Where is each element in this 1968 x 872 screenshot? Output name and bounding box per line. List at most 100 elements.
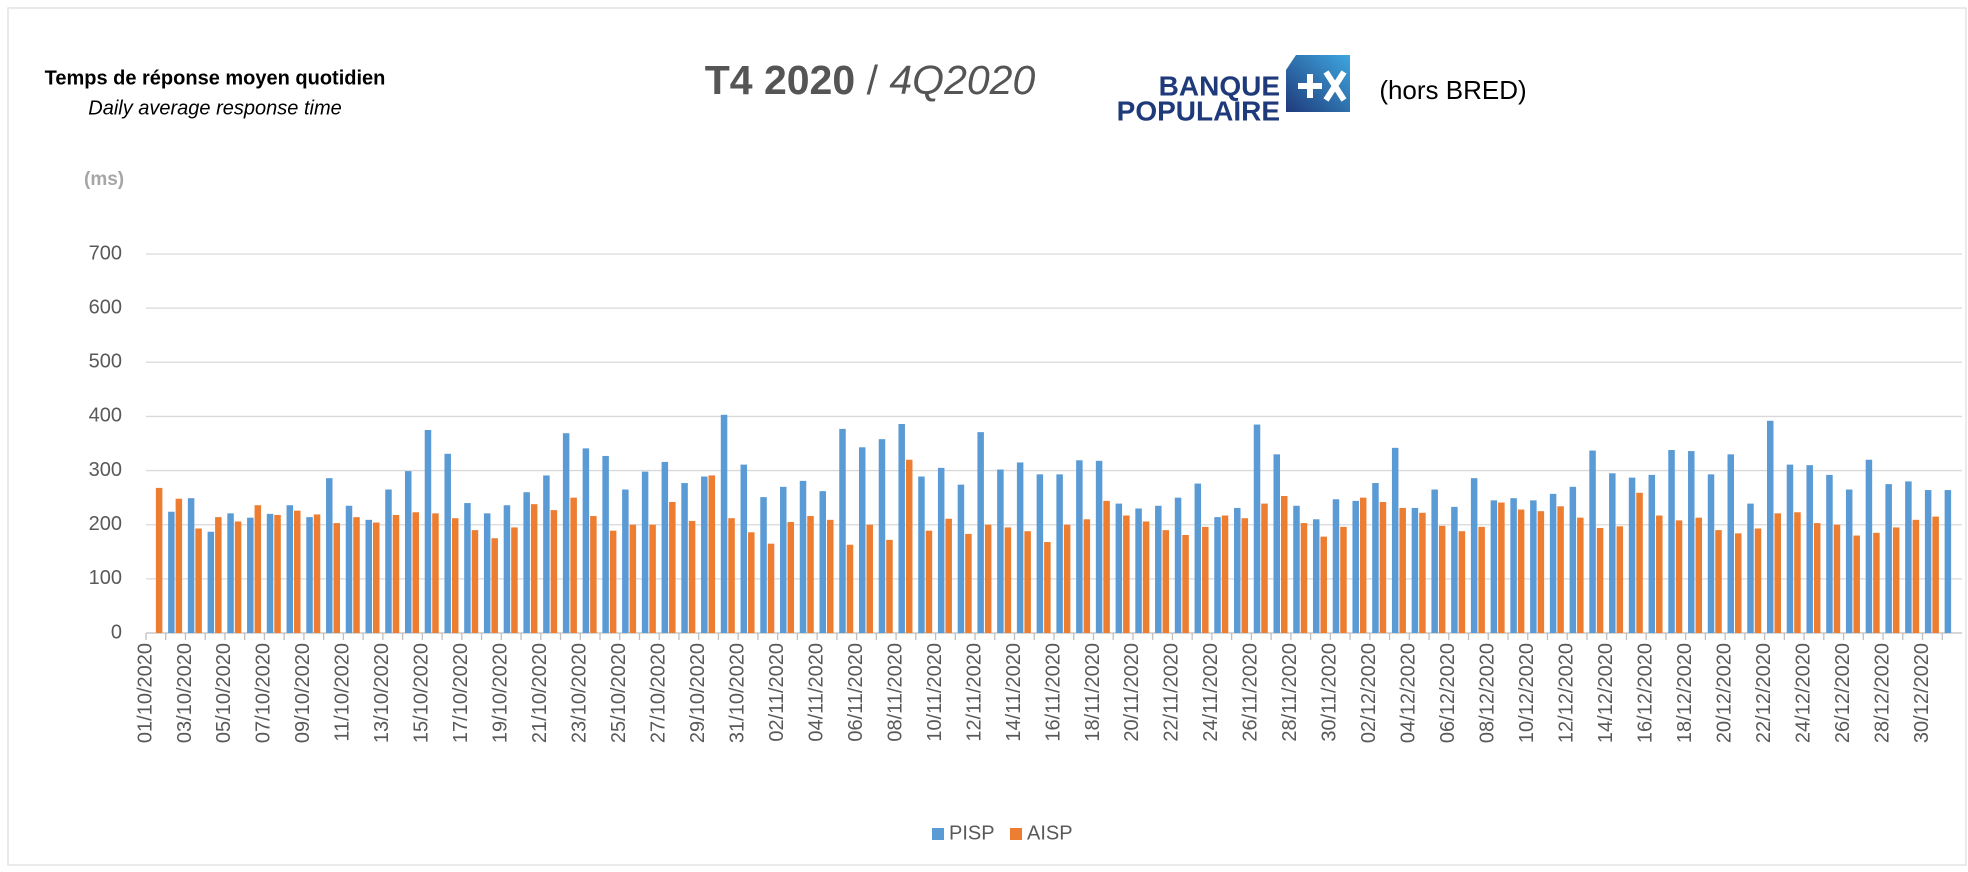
bar — [1609, 473, 1616, 633]
bar — [1853, 535, 1860, 633]
bar — [333, 523, 341, 633]
bar — [1056, 474, 1063, 633]
bar — [1675, 520, 1683, 633]
bar — [1391, 447, 1399, 633]
bar — [1004, 527, 1012, 633]
x-tick-label: 14/11/2020 — [1003, 643, 1025, 742]
bar — [1490, 500, 1498, 633]
bar — [1813, 523, 1821, 633]
bar — [1261, 503, 1268, 633]
x-tick-label: 18/11/2020 — [1082, 643, 1104, 742]
bar — [965, 533, 972, 633]
bar — [1470, 478, 1478, 633]
bar — [1833, 524, 1841, 633]
x-tick-label: 02/12/2020 — [1358, 643, 1380, 743]
bar — [432, 513, 439, 633]
bar — [1044, 542, 1051, 633]
legend-swatch — [1010, 828, 1022, 840]
bar — [1253, 424, 1261, 633]
bar — [866, 524, 873, 633]
bar — [424, 429, 432, 633]
title-fr: T4 2020 — [705, 57, 855, 103]
bar — [1320, 536, 1327, 633]
x-tick-label: 26/12/2020 — [1832, 643, 1854, 743]
legend-label: AISP — [1027, 822, 1073, 844]
bar — [740, 464, 748, 633]
bar — [1174, 497, 1182, 633]
bar — [1589, 450, 1596, 633]
bar — [1063, 524, 1071, 633]
bar — [1885, 484, 1892, 633]
bar — [1944, 490, 1952, 633]
y-tick-label: 500 — [89, 351, 122, 373]
bar — [523, 492, 530, 633]
x-tick-label: 08/11/2020 — [884, 643, 906, 742]
bar — [629, 524, 637, 633]
x-tick-label: 28/12/2020 — [1871, 643, 1893, 743]
heading: Temps de réponse moyen quotidien — [45, 67, 386, 89]
bar — [187, 498, 195, 633]
bar — [1648, 474, 1656, 633]
x-tick-label: 12/11/2020 — [963, 643, 985, 742]
bar — [491, 538, 498, 633]
x-tick-label: 18/12/2020 — [1674, 643, 1696, 743]
bar — [701, 476, 708, 633]
x-tick-label: 04/12/2020 — [1398, 643, 1420, 743]
x-tick-label: 19/10/2020 — [490, 643, 512, 743]
bar — [511, 527, 518, 633]
bar — [1431, 489, 1438, 633]
bar — [168, 511, 175, 633]
bar — [1214, 517, 1221, 633]
y-tick-label: 100 — [89, 567, 122, 589]
bar — [1478, 526, 1485, 633]
bar — [918, 476, 925, 633]
bar — [266, 513, 274, 633]
x-tick-label: 30/11/2020 — [1319, 643, 1341, 742]
bar — [1636, 492, 1643, 633]
x-tick-label: 25/10/2020 — [608, 643, 630, 743]
bar — [1281, 496, 1288, 633]
y-tick-label: 700 — [89, 242, 122, 264]
bar — [661, 461, 669, 633]
subheading: Daily average response time — [88, 97, 341, 119]
x-tick-label: 04/11/2020 — [805, 643, 827, 742]
logo-line2: POPULAIRE — [1117, 95, 1280, 126]
x-tick-label: 11/10/2020 — [332, 643, 354, 742]
bar — [1754, 528, 1762, 633]
x-tick-label: 13/10/2020 — [371, 643, 393, 743]
x-tick-label: 06/12/2020 — [1437, 643, 1459, 743]
legend-swatch — [932, 828, 944, 840]
bar — [483, 513, 491, 633]
bar — [1766, 420, 1774, 633]
bar — [1873, 532, 1880, 633]
bar — [1221, 515, 1229, 633]
bar — [1932, 516, 1939, 633]
bar — [669, 501, 676, 633]
logo-line1: BANQUE — [1159, 70, 1280, 101]
x-tick-label: 27/10/2020 — [647, 643, 669, 743]
bar — [207, 531, 215, 633]
bar — [957, 484, 965, 633]
bar — [1095, 460, 1103, 633]
logo: BANQUE POPULAIRE — [1117, 55, 1350, 126]
bar — [1735, 533, 1742, 633]
y-unit: (ms) — [84, 169, 124, 190]
bar — [1399, 507, 1406, 633]
bar — [444, 453, 451, 633]
bar — [234, 521, 242, 633]
bar — [570, 497, 577, 633]
bar — [767, 543, 775, 633]
x-tick-label: 20/11/2020 — [1121, 643, 1143, 742]
bar — [1517, 509, 1525, 633]
note: (hors BRED) — [1379, 75, 1526, 105]
x-tick-label: 17/10/2020 — [450, 643, 472, 743]
bar — [748, 532, 755, 633]
bar — [1359, 497, 1367, 633]
bar — [1537, 511, 1545, 633]
bar — [530, 504, 538, 633]
bar — [1142, 521, 1150, 633]
bar — [787, 522, 795, 633]
bar — [385, 489, 392, 633]
bar — [503, 505, 511, 633]
